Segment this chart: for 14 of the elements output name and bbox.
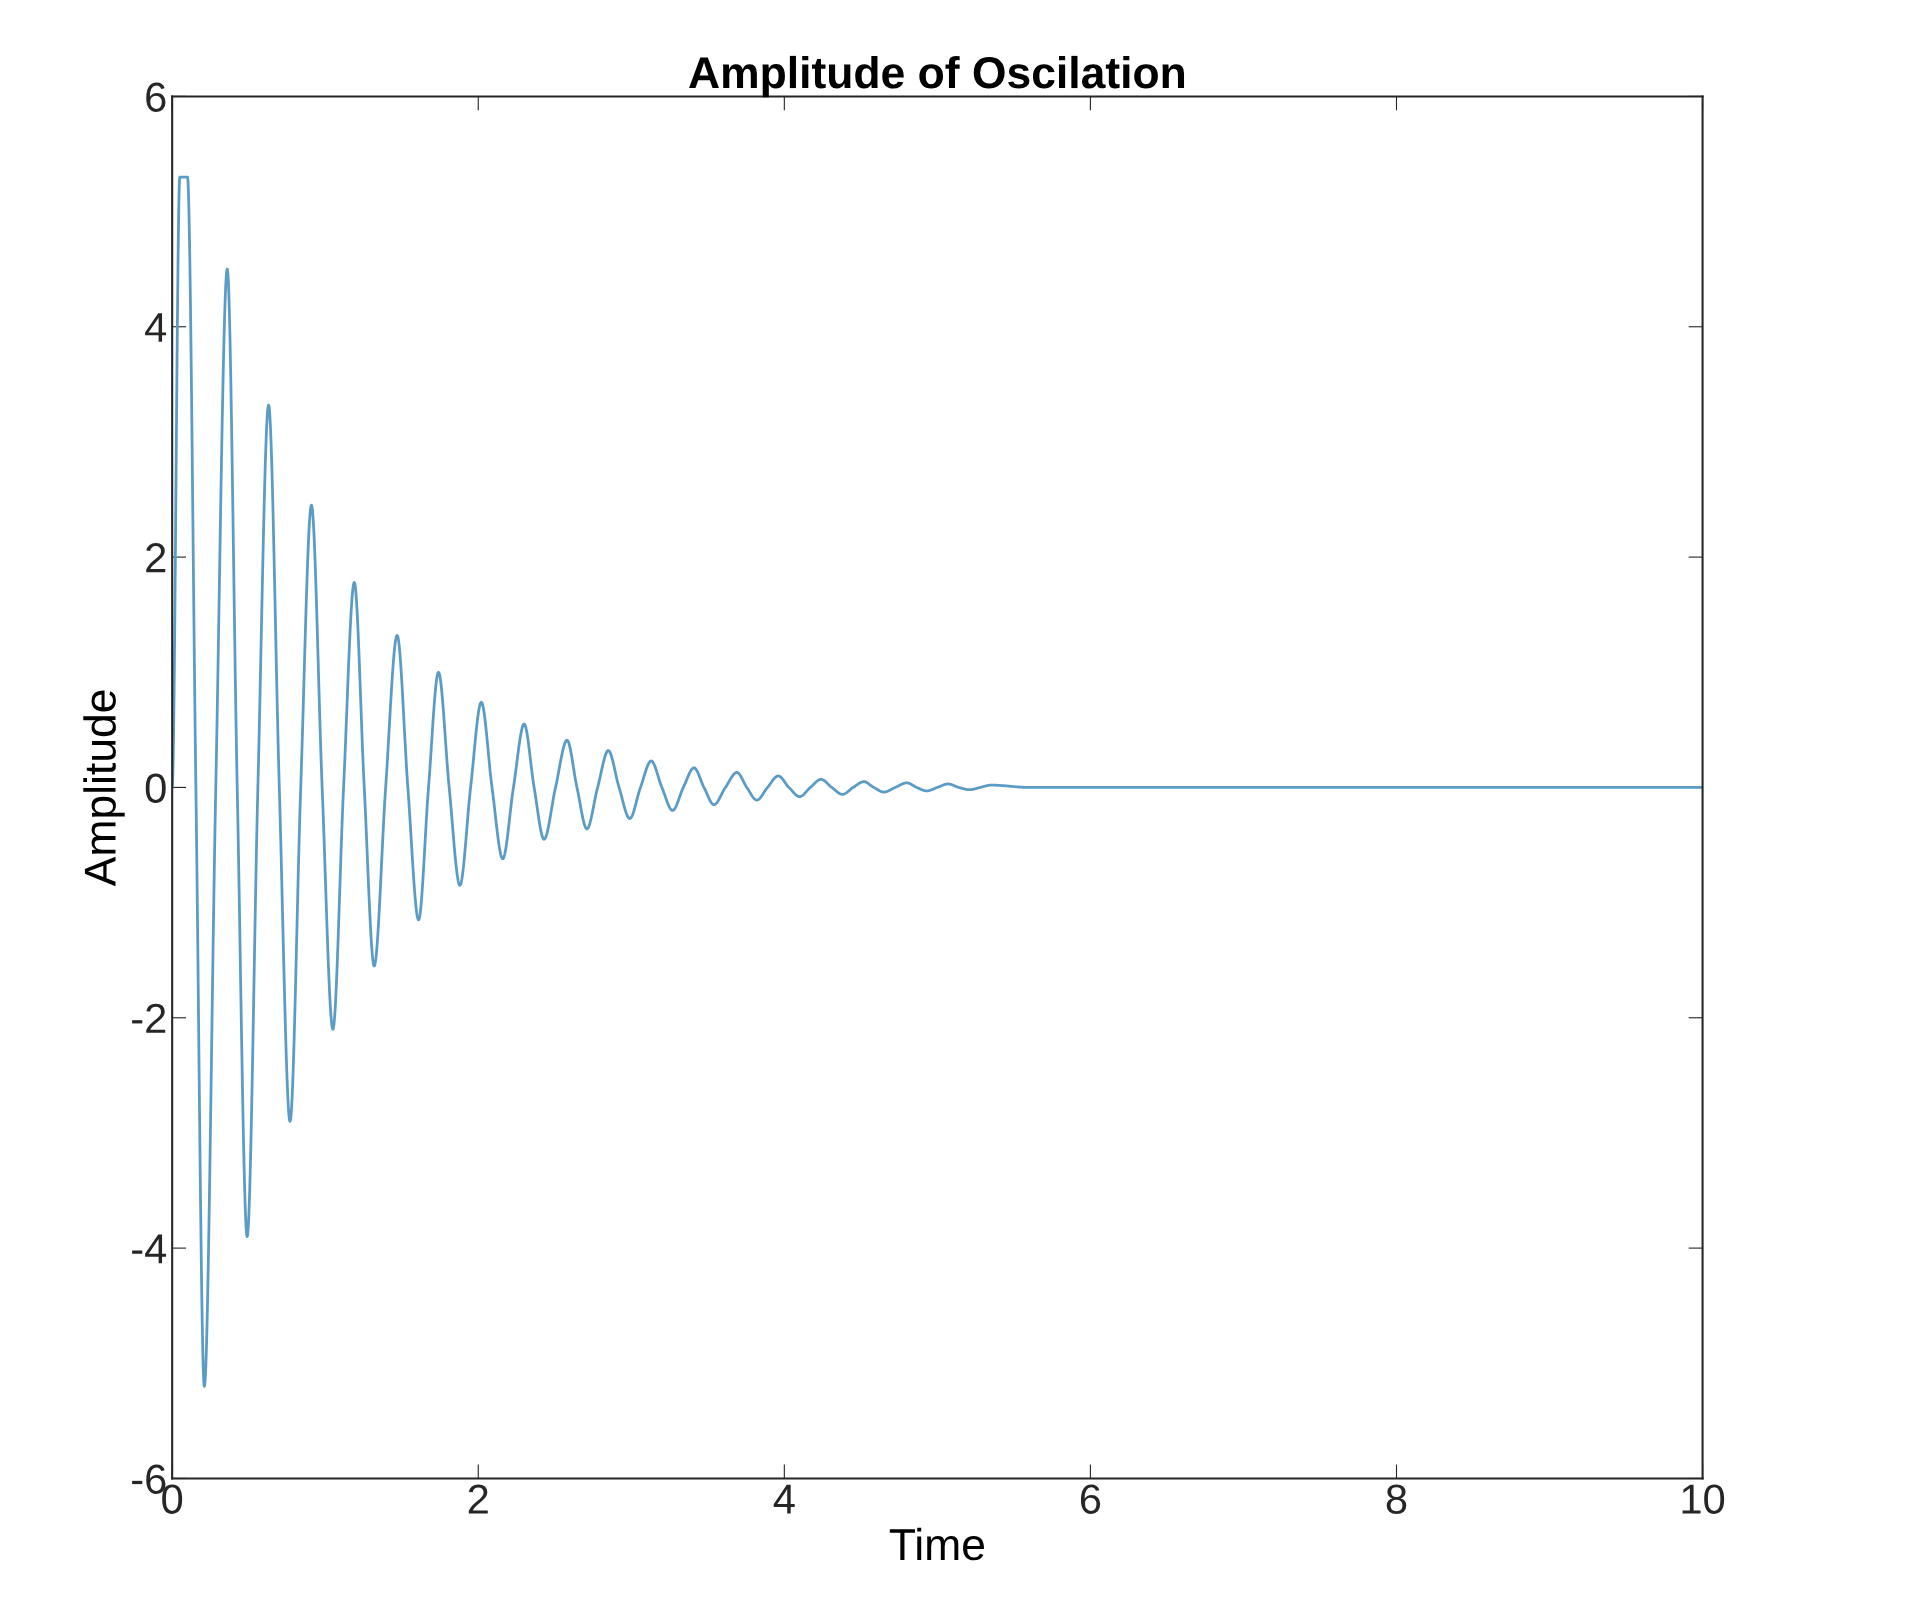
y-tick-label: 6: [146, 82, 166, 112]
y-tick-label: 4: [145, 313, 167, 342]
y-tick-label: 0: [145, 773, 166, 803]
y-tick-label: 2: [146, 543, 166, 573]
x-tick-label: 6: [1080, 1484, 1101, 1514]
x-axis-title: Time: [889, 1527, 984, 1561]
y-axis-title: Amplitude: [83, 690, 125, 887]
x-tick-label: 10: [1682, 1484, 1725, 1514]
x-tick-label: 2: [468, 1484, 488, 1514]
x-tick-label: 4: [773, 1484, 795, 1514]
y-tick-label: -4: [132, 1234, 167, 1264]
x-tick-label: 8: [1386, 1484, 1407, 1514]
y-tick-label: -2: [132, 1003, 166, 1033]
chart-title: Amplitude of Oscilation: [689, 55, 1185, 98]
